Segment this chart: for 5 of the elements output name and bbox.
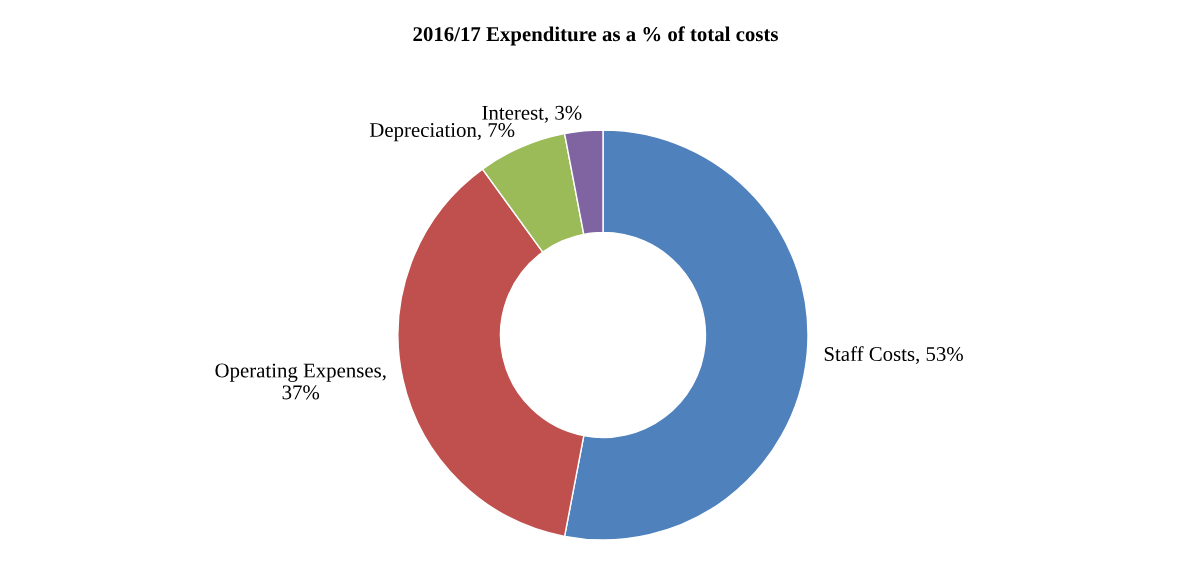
- slice-label: Interest, 3%: [482, 105, 582, 123]
- chart-title: 2016/17 Expenditure as a % of total costs: [413, 26, 778, 46]
- slice-label: Operating Expenses, 37%: [215, 363, 386, 400]
- slice-label: Staff Costs, 53%: [824, 346, 963, 365]
- slice-label: Depreciation, 7%: [369, 122, 515, 142]
